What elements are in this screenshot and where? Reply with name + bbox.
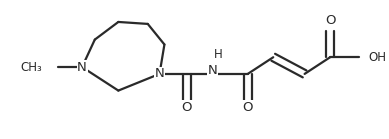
Text: H: H	[214, 48, 223, 61]
Text: CH₃: CH₃	[20, 61, 42, 74]
Text: N: N	[155, 67, 165, 80]
Text: N: N	[77, 61, 87, 74]
Text: O: O	[242, 101, 253, 114]
Text: O: O	[325, 14, 335, 28]
Text: N: N	[208, 64, 217, 77]
Text: OH: OH	[368, 51, 386, 64]
Text: O: O	[182, 101, 192, 114]
